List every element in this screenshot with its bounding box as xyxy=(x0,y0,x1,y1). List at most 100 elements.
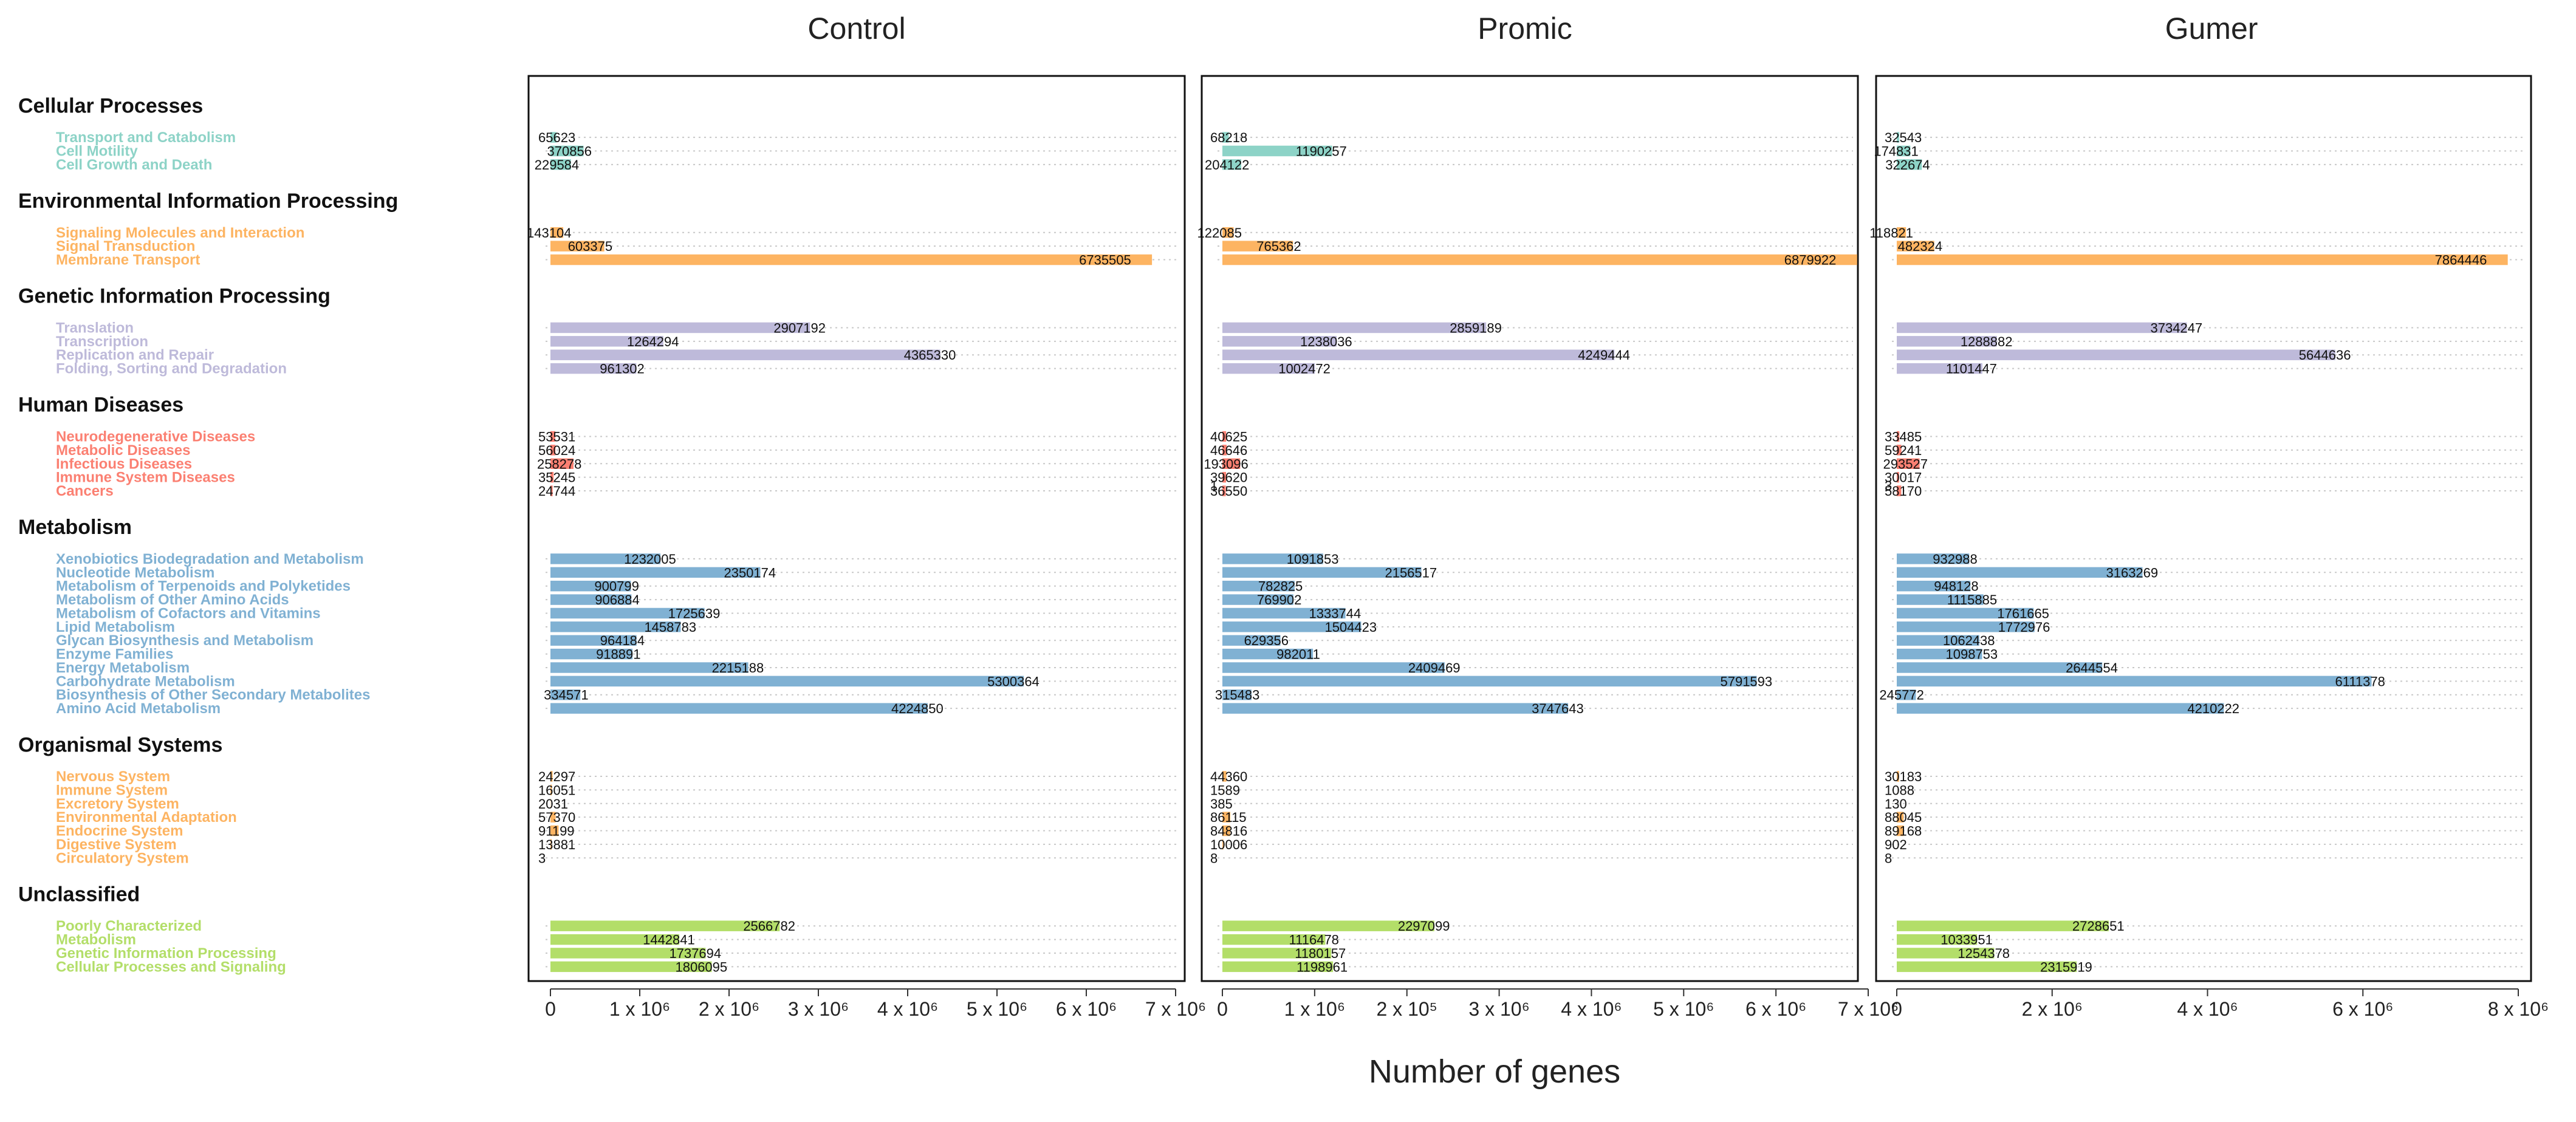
bar-value-label: 89168 xyxy=(1885,824,1922,839)
x-tick-label: 1 x 10⁶ xyxy=(609,998,670,1020)
bar-value-label: 16051 xyxy=(538,782,575,798)
bar xyxy=(1897,594,1984,605)
panel-frame xyxy=(1201,75,1859,982)
bar-value-label: 4210222 xyxy=(2187,701,2239,716)
x-tick-label: 4 x 10⁶ xyxy=(1561,998,1622,1020)
bar-value-label: 65623 xyxy=(538,130,575,145)
bar-value-label: 906884 xyxy=(595,592,639,607)
bar xyxy=(1897,485,1902,496)
bar xyxy=(550,254,1153,265)
bar-value-label: 1761665 xyxy=(1997,606,2049,621)
bar xyxy=(1222,920,1434,931)
category-label-metabolism-of-terpenoids-and-polyketides: Metabolism of Terpenoids and Polyketides xyxy=(56,578,351,595)
bar xyxy=(1222,145,1332,157)
bar xyxy=(1222,961,1334,973)
category-label-folding-sorting-and-degradation: Folding, Sorting and Degradation xyxy=(56,361,287,377)
bar-value-label: 2350174 xyxy=(724,565,776,580)
bar-value-label: 204122 xyxy=(1205,157,1249,173)
bar xyxy=(1222,254,1857,265)
bar xyxy=(1222,159,1241,170)
bar-value-label: 900799 xyxy=(594,579,639,594)
bar-value-label: 245772 xyxy=(1879,688,1923,703)
bar xyxy=(1897,241,1934,251)
x-tick-label: 7 x 10⁶ xyxy=(1145,998,1206,1020)
x-tick-label: 0 xyxy=(1217,998,1228,1020)
group-header-environmental-information-processing: Environmental Information Processing xyxy=(18,190,398,213)
bar xyxy=(550,703,928,714)
bar-value-label: 88045 xyxy=(1885,810,1922,825)
bar-value-label: 782825 xyxy=(1258,579,1303,594)
bar xyxy=(550,621,681,632)
bar-value-label: 2728651 xyxy=(2072,918,2125,934)
bar-value-label: 482324 xyxy=(1898,239,1942,254)
bar xyxy=(1897,159,1922,170)
bar-value-label: 122085 xyxy=(1197,225,1242,241)
bar-value-label: 2859189 xyxy=(1450,320,1502,335)
bar-value-label: 293527 xyxy=(1883,456,1928,471)
bar-value-label: 964184 xyxy=(600,633,645,648)
bar-value-label: 68218 xyxy=(1210,130,1247,145)
bar xyxy=(550,336,663,347)
bar-value-label: 961302 xyxy=(600,361,644,377)
category-label-metabolism-of-other-amino-acids: Metabolism of Other Amino Acids xyxy=(56,592,289,608)
bar xyxy=(1897,934,1978,945)
bar xyxy=(550,607,705,619)
bar-value-label: 2156517 xyxy=(1385,565,1437,580)
category-label-circulatory-system: Circulatory System xyxy=(56,850,189,866)
x-tick-label: 3 x 10⁶ xyxy=(788,998,849,1020)
bar-value-label: 5791593 xyxy=(1720,674,1772,689)
bar-value-label: 3163269 xyxy=(2106,565,2159,580)
bar xyxy=(1897,621,2035,632)
bar-value-label: 1333744 xyxy=(1309,606,1362,621)
bar xyxy=(550,839,552,850)
x-tick-label: 1 x 10⁶ xyxy=(1284,998,1345,1020)
x-tick-label: 8 x 10⁶ xyxy=(2488,998,2549,1020)
bar-value-label: 3 xyxy=(1885,478,1892,493)
bar-value-label: 86115 xyxy=(1210,810,1247,825)
bar xyxy=(1897,431,1900,442)
bar-value-label: 1 xyxy=(1210,478,1218,493)
bar-value-label: 1725639 xyxy=(668,606,721,621)
panel-frame xyxy=(1875,75,2532,982)
bar-value-label: 315483 xyxy=(1215,688,1259,703)
bar xyxy=(1222,445,1227,456)
bar xyxy=(1222,934,1326,945)
bar xyxy=(1897,445,1902,456)
bar-value-label: 1589 xyxy=(1210,782,1240,798)
bar-value-label: 1504423 xyxy=(1324,620,1377,635)
x-tick-label: 4 x 10⁶ xyxy=(877,998,938,1020)
bar xyxy=(1222,948,1332,959)
bar-value-label: 2315919 xyxy=(2040,959,2092,974)
panel-frame xyxy=(527,75,1186,982)
bar-value-label: 46646 xyxy=(1210,443,1247,458)
bar-value-label: 3734247 xyxy=(2151,320,2203,335)
bar-value-label: 1101447 xyxy=(1946,361,1997,377)
category-label-enzyme-families: Enzyme Families xyxy=(56,646,173,663)
bar-value-label: 258278 xyxy=(537,456,581,471)
bar-value-label: 229584 xyxy=(535,157,579,173)
bar-value-label: 8 xyxy=(1210,850,1218,866)
bar-value-label: 603375 xyxy=(568,239,612,254)
bar-value-label: 59241 xyxy=(1885,443,1922,458)
group-header-metabolism: Metabolism xyxy=(18,516,132,539)
bar-value-label: 35245 xyxy=(538,470,575,485)
bar-value-label: 91199 xyxy=(538,824,575,839)
bar-value-label: 769902 xyxy=(1257,592,1301,607)
bar xyxy=(550,825,559,836)
bar xyxy=(550,784,552,796)
bar xyxy=(550,227,564,238)
category-label-cancers: Cancers xyxy=(56,483,114,499)
bar xyxy=(550,145,584,157)
bar-value-label: 1232005 xyxy=(624,552,676,567)
category-label-neurodegenerative-diseases: Neurodegenerative Diseases xyxy=(56,429,255,445)
bar xyxy=(1897,703,2224,714)
bar-value-label: 1288882 xyxy=(1961,334,2013,349)
bar-value-label: 322674 xyxy=(1885,157,1930,173)
group-header-cellular-processes: Cellular Processes xyxy=(18,94,203,117)
bar xyxy=(550,567,761,578)
bar xyxy=(550,662,748,673)
category-label-environmental-adaptation: Environmental Adaptation xyxy=(56,809,237,826)
bar-value-label: 2297099 xyxy=(1398,918,1450,934)
category-label-immune-system: Immune System xyxy=(56,782,168,798)
